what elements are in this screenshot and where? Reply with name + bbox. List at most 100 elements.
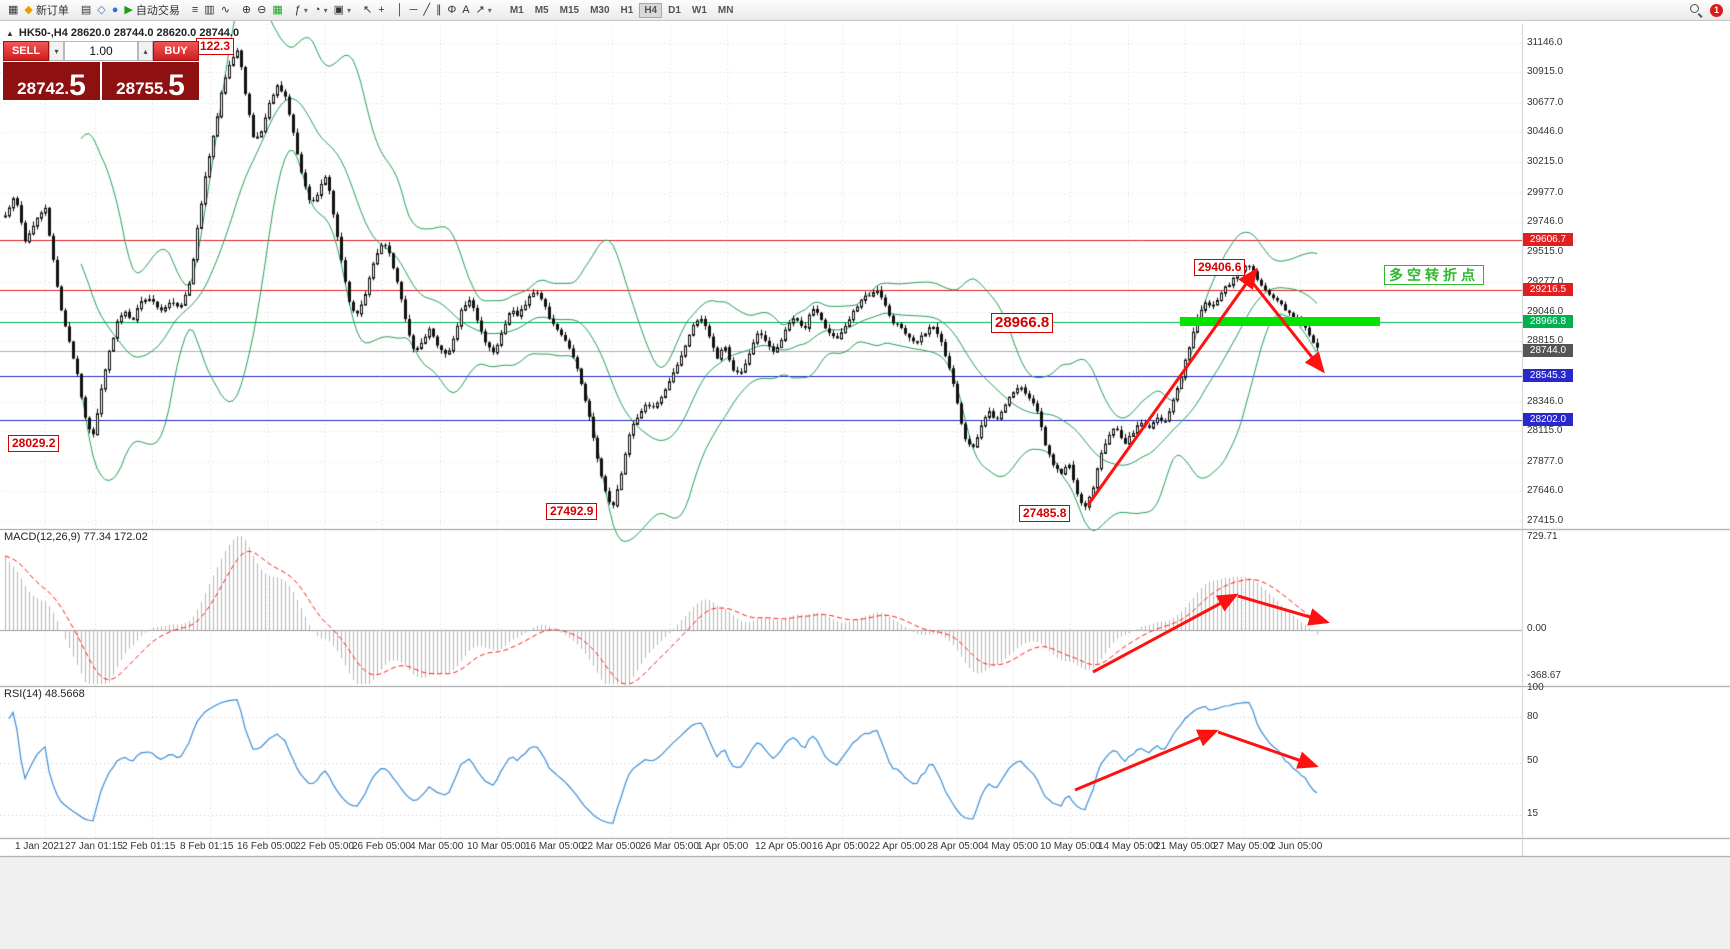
main-toolbar: ▦ ◆ 新订单 ▤ ◇ ● ▶ 自动交易 ≡ ▥ ∿ ⊕ ⊖ ▦ ƒ ▾ ◔ ▾ ▣ ▾ ↖ + │ ─ ╱ ∥ Φ A ↗ ▾ M1 M5… bbox=[0, 0, 1730, 21]
date-axis-label: 16 Feb 05:00 bbox=[237, 841, 296, 852]
trendline-button[interactable]: ╱ bbox=[420, 4, 433, 17]
zoom-out-button[interactable]: ⊖ bbox=[254, 4, 269, 17]
sell-button[interactable]: SELL bbox=[3, 41, 49, 61]
tile-windows-button[interactable]: ▦ bbox=[269, 4, 285, 17]
cursor-button[interactable]: ↖ bbox=[360, 4, 375, 17]
rsi-indicator-title: RSI(14) 48.5668 bbox=[4, 688, 85, 700]
date-axis-label: 22 Feb 05:00 bbox=[295, 841, 354, 852]
mar-low-label[interactable]: 27492.9 bbox=[546, 503, 598, 520]
sell-price-main: 28742. bbox=[17, 79, 70, 98]
vertical-line-button-icon: │ bbox=[396, 3, 404, 16]
volume-increase-button[interactable]: ▴ bbox=[138, 41, 153, 61]
cursor-button-icon: ↖ bbox=[363, 3, 373, 16]
timeframe-h1[interactable]: H1 bbox=[620, 4, 634, 16]
zoom-in-button-icon: ⊕ bbox=[241, 3, 252, 16]
auto-trading-button-label: 自动交易 bbox=[135, 5, 180, 17]
buy-price[interactable]: 28755. 5 bbox=[102, 62, 199, 100]
collapse-trade-panel-icon[interactable]: ▲ bbox=[6, 28, 14, 38]
price-axis-label: 30915.0 bbox=[1527, 66, 1564, 78]
date-axis-label: 8 Feb 01:15 bbox=[180, 841, 234, 852]
volume-decrease-button[interactable]: ▾ bbox=[49, 41, 64, 61]
jan-low-label[interactable]: 28029.2 bbox=[8, 435, 60, 452]
price-axis-label: 29046.0 bbox=[1527, 305, 1564, 317]
price-tag: 29606.7 bbox=[1523, 232, 1573, 246]
navigator-button-icon: ● bbox=[111, 3, 119, 16]
templates-button-icon: ▣ bbox=[333, 3, 344, 16]
vertical-line-button[interactable]: │ bbox=[394, 4, 407, 17]
price-axis-label: 30677.0 bbox=[1527, 96, 1564, 108]
timeframe-d1[interactable]: D1 bbox=[668, 4, 681, 16]
date-axis-label: 2 Jun 05:00 bbox=[1270, 841, 1323, 852]
indicators-button[interactable]: ƒ ▾ bbox=[292, 4, 311, 17]
date-axis-label: 1 Apr 05:00 bbox=[697, 841, 749, 852]
indicators-button-caret: ▾ bbox=[303, 5, 308, 15]
auto-trading-button[interactable]: ▶ 自动交易 bbox=[121, 1, 182, 19]
fibonacci-button[interactable]: Φ bbox=[444, 4, 459, 17]
date-axis-label: 26 Mar 05:00 bbox=[640, 841, 699, 852]
volume-input[interactable]: 1.00 bbox=[64, 41, 138, 61]
navigator-button[interactable]: ● bbox=[109, 4, 122, 17]
macd-scale-label: -368.67 bbox=[1527, 670, 1561, 681]
date-axis-label: 26 Feb 05:00 bbox=[352, 841, 411, 852]
zoom-in-button[interactable]: ⊕ bbox=[239, 4, 254, 17]
line-chart-button-icon: ∿ bbox=[220, 3, 230, 16]
bar-chart-button[interactable]: ≡ bbox=[189, 4, 201, 17]
periods-button[interactable]: ◔ ▾ bbox=[311, 4, 331, 17]
timeframe-m15[interactable]: M15 bbox=[559, 4, 580, 16]
timeframe-mn[interactable]: MN bbox=[717, 4, 734, 16]
timeframe-m1[interactable]: M1 bbox=[509, 4, 524, 16]
arrows-button-icon: ↗ bbox=[475, 3, 485, 16]
templates-button[interactable]: ▣ ▾ bbox=[331, 4, 354, 17]
macd-scale-label: 729.71 bbox=[1527, 531, 1558, 542]
data-window-button[interactable]: ◇ bbox=[94, 4, 108, 17]
periods-button-caret: ▾ bbox=[323, 5, 328, 15]
price-axis-label: 27415.0 bbox=[1527, 515, 1564, 526]
new-order-button[interactable]: ◆ 新订单 bbox=[21, 1, 71, 19]
arrows-button[interactable]: ↗ ▾ bbox=[473, 4, 495, 17]
timeframe-h4[interactable]: H4 bbox=[639, 2, 663, 18]
price-axis-label: 30215.0 bbox=[1527, 155, 1564, 167]
candlestick-chart-button[interactable]: ▥ bbox=[201, 4, 217, 17]
one-click-trading-panel: SELL ▾ 1.00 ▴ BUY 28742. 5 28755. 5 bbox=[3, 41, 199, 100]
trendline-button-icon: ╱ bbox=[423, 3, 430, 16]
text-button[interactable]: A bbox=[459, 4, 472, 17]
crosshair-button[interactable]: + bbox=[375, 4, 387, 17]
price-axis-label: 27877.0 bbox=[1527, 455, 1564, 467]
new-order-button-icon: ◆ bbox=[24, 3, 33, 16]
templates-button-caret: ▾ bbox=[346, 5, 351, 15]
price-tag: 28744.0 bbox=[1523, 343, 1573, 357]
price-axis-label: 27646.0 bbox=[1527, 485, 1564, 497]
search-icon[interactable] bbox=[1690, 4, 1702, 16]
price-axis-label: 31146.0 bbox=[1527, 36, 1563, 48]
price-tag: 28966.8 bbox=[1523, 315, 1573, 329]
measure-label[interactable]: 122.3 bbox=[196, 38, 235, 55]
turning-point-note[interactable]: 多空转折点 bbox=[1384, 265, 1484, 285]
indicators-button-icon: ƒ bbox=[294, 3, 301, 16]
date-axis-label: 4 Mar 05:00 bbox=[410, 841, 464, 852]
toolbar-buttons: ▦ ◆ 新订单 ▤ ◇ ● ▶ 自动交易 ≡ ▥ ∿ ⊕ ⊖ ▦ ƒ ▾ ◔ ▾ ▣ ▾ ↖ + │ ─ ╱ ∥ Φ A ↗ ▾ bbox=[5, 1, 495, 19]
timeframe-m30[interactable]: M30 bbox=[590, 4, 610, 16]
new-chart-button[interactable]: ▦ bbox=[5, 4, 21, 17]
price-axis-label: 28346.0 bbox=[1527, 395, 1564, 407]
horizontal-line-button[interactable]: ─ bbox=[407, 4, 421, 17]
key-level-label[interactable]: 28966.8 bbox=[991, 313, 1054, 333]
market-watch-button[interactable]: ▤ bbox=[78, 4, 94, 17]
buy-button[interactable]: BUY bbox=[153, 41, 199, 61]
timeframe-w1[interactable]: W1 bbox=[691, 4, 707, 16]
channel-button[interactable]: ∥ bbox=[433, 4, 445, 17]
date-axis-label: 22 Mar 05:00 bbox=[582, 841, 641, 852]
may-low-label[interactable]: 27485.8 bbox=[1019, 505, 1071, 522]
date-axis-label: 4 May 05:00 bbox=[983, 841, 1039, 852]
notification-badge[interactable]: 1 bbox=[1710, 3, 1723, 17]
date-axis-label: 28 Apr 05:00 bbox=[927, 841, 984, 852]
buy-price-main: 28755. bbox=[116, 79, 169, 98]
timeframe-m5[interactable]: M5 bbox=[534, 4, 549, 16]
swing-high-label[interactable]: 29406.6 bbox=[1194, 259, 1246, 276]
macd-scale-label: 0.00 bbox=[1527, 623, 1547, 634]
line-chart-button[interactable]: ∿ bbox=[218, 4, 233, 17]
sell-price[interactable]: 28742. 5 bbox=[3, 62, 100, 100]
candlestick-chart-button-icon: ▥ bbox=[204, 3, 215, 16]
date-axis-label: 2 Feb 01:15 bbox=[122, 841, 176, 852]
